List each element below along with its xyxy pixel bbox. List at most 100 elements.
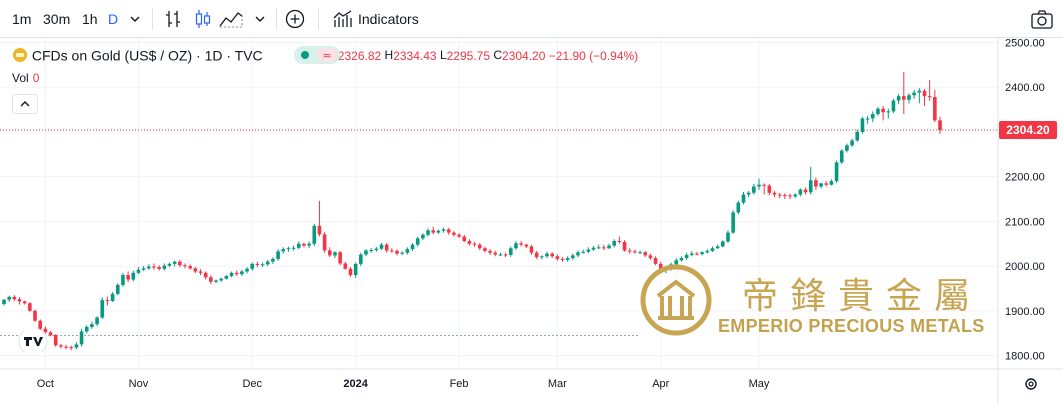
candle-body (312, 225, 317, 244)
candle (59, 343, 63, 349)
price-tick-label: 2500.00 (1005, 38, 1045, 49)
price-tick-label: 1800.00 (1005, 351, 1045, 363)
candle (891, 98, 896, 114)
candle (90, 321, 94, 329)
candle-body (653, 258, 658, 264)
top-toolbar: 1m 30m 1h D Indicators (0, 0, 1063, 38)
candle-body (633, 251, 637, 253)
symbol-title[interactable]: CFDs on Gold (US$ / OZ) · 1D · TVC (31, 47, 263, 64)
candle (348, 267, 353, 277)
candle (472, 241, 477, 247)
interval-30m[interactable]: 30m (43, 11, 71, 27)
candle-body (545, 253, 549, 257)
indicators-icon[interactable] (332, 8, 354, 30)
candle-body (860, 118, 865, 132)
candle-body (679, 258, 684, 261)
interval-d[interactable]: D (108, 11, 119, 27)
candle (28, 302, 32, 312)
candle-body (209, 277, 213, 282)
candle-body (79, 331, 84, 345)
candle (741, 191, 746, 205)
candle-body (746, 192, 751, 195)
candle (705, 249, 710, 254)
candle-body (814, 180, 818, 187)
indicators-button[interactable]: Indicators (358, 11, 419, 27)
collapse-legend-button[interactable] (12, 94, 38, 114)
candle-body (752, 186, 756, 193)
candle (933, 89, 937, 123)
candle-body (736, 202, 741, 213)
candle-body (540, 256, 544, 258)
candle (193, 267, 198, 274)
candle-body (617, 241, 622, 243)
candle (395, 249, 399, 256)
candle (901, 71, 906, 115)
candle-body (658, 263, 663, 269)
candle (839, 148, 844, 165)
candle-body (110, 293, 115, 302)
market-status-badge[interactable]: ≈ (294, 46, 340, 64)
candle (12, 295, 17, 302)
candle (498, 252, 503, 257)
camera-icon[interactable] (1030, 8, 1054, 30)
candle-body (612, 241, 617, 246)
candle (209, 275, 213, 285)
time-tick-label: Feb (450, 378, 469, 390)
candle-body (876, 108, 880, 115)
candle-body (834, 162, 839, 182)
candle-chart-icon[interactable] (193, 8, 213, 30)
candle-body (472, 243, 477, 245)
candle-body (229, 272, 234, 276)
candle-body (53, 335, 58, 346)
candle (291, 245, 296, 251)
candle (876, 106, 880, 116)
candle-body (286, 248, 291, 250)
chevron-down-icon[interactable] (253, 12, 267, 34)
candle (152, 263, 156, 270)
candle-body (602, 247, 606, 249)
candle-body (276, 251, 280, 259)
price-chart[interactable]: 2500.002400.002300.002200.002100.002000.… (0, 38, 1063, 404)
candle-body (33, 310, 37, 321)
candle-body (446, 229, 451, 233)
candle (746, 190, 751, 198)
candle-body (917, 90, 922, 93)
candle-body (901, 96, 906, 100)
bar-chart-icon[interactable] (163, 8, 183, 30)
candle (379, 242, 384, 251)
candle-body (622, 241, 627, 251)
candle (540, 255, 544, 260)
chevron-down-icon[interactable] (128, 12, 142, 34)
candle (421, 233, 425, 241)
candle (322, 232, 327, 253)
last-price-badge (999, 121, 1057, 140)
candle (591, 245, 596, 251)
candle (762, 183, 766, 195)
ohlc-values: O2326.82 H2334.43 L2295.75 C2304.20 −21.… (328, 47, 639, 63)
time-axis[interactable]: Oct Nov Dec 2024 Feb Mar Apr May (37, 378, 770, 390)
candle-body (467, 241, 472, 244)
tradingview-logo[interactable] (18, 330, 48, 352)
time-tick-label: Dec (242, 378, 262, 390)
candle-body (586, 249, 591, 252)
candle (824, 181, 829, 187)
interval-1h[interactable]: 1h (82, 11, 98, 27)
candle-body (829, 181, 834, 185)
candle (48, 330, 53, 337)
settings-icon[interactable] (1025, 378, 1037, 390)
candle (710, 246, 715, 252)
add-compare-icon[interactable] (284, 8, 306, 30)
interval-1m[interactable]: 1m (12, 11, 32, 27)
candle (260, 262, 265, 268)
price-axis[interactable]: 2500.002400.002300.002200.002100.002000.… (1005, 38, 1045, 363)
candle-body (700, 252, 704, 255)
candle-body (343, 263, 348, 269)
candle (69, 345, 74, 351)
candle (100, 297, 105, 319)
candle-body (338, 252, 342, 264)
candle-body (379, 244, 384, 249)
toolbar-divider (276, 8, 277, 30)
area-chart-icon[interactable] (218, 8, 244, 30)
candle-body (234, 272, 239, 275)
candle-body (12, 296, 17, 300)
